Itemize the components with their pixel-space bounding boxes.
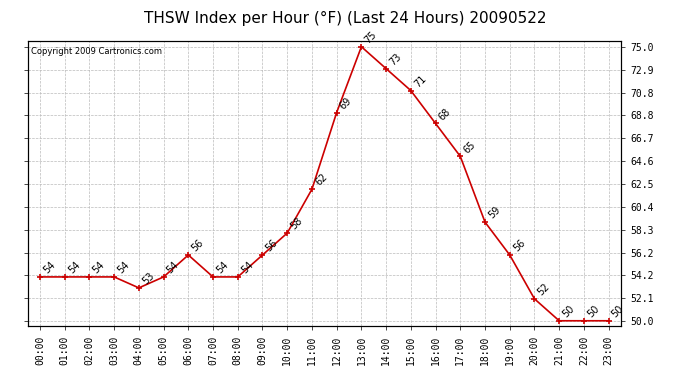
Text: 54: 54 xyxy=(115,260,131,276)
Text: 54: 54 xyxy=(165,260,181,276)
Text: 58: 58 xyxy=(288,216,304,232)
Text: 69: 69 xyxy=(338,95,354,111)
Text: 62: 62 xyxy=(313,172,329,188)
Text: 54: 54 xyxy=(239,260,255,276)
Text: 50: 50 xyxy=(560,303,576,320)
Text: 73: 73 xyxy=(388,51,404,67)
Text: 52: 52 xyxy=(536,282,552,297)
Text: 75: 75 xyxy=(363,29,379,45)
Text: Copyright 2009 Cartronics.com: Copyright 2009 Cartronics.com xyxy=(30,47,161,56)
Text: 54: 54 xyxy=(66,260,82,276)
Text: 56: 56 xyxy=(190,238,206,254)
Text: 50: 50 xyxy=(585,303,601,320)
Text: 50: 50 xyxy=(610,303,626,320)
Text: 56: 56 xyxy=(264,238,279,254)
Text: 53: 53 xyxy=(140,271,156,286)
Text: THSW Index per Hour (°F) (Last 24 Hours) 20090522: THSW Index per Hour (°F) (Last 24 Hours)… xyxy=(144,11,546,26)
Text: 54: 54 xyxy=(91,260,107,276)
Text: 59: 59 xyxy=(486,205,502,221)
Text: 54: 54 xyxy=(41,260,57,276)
Text: 68: 68 xyxy=(437,106,453,122)
Text: 54: 54 xyxy=(215,260,230,276)
Text: 56: 56 xyxy=(511,238,527,254)
Text: 65: 65 xyxy=(462,139,477,155)
Text: 71: 71 xyxy=(412,74,428,89)
